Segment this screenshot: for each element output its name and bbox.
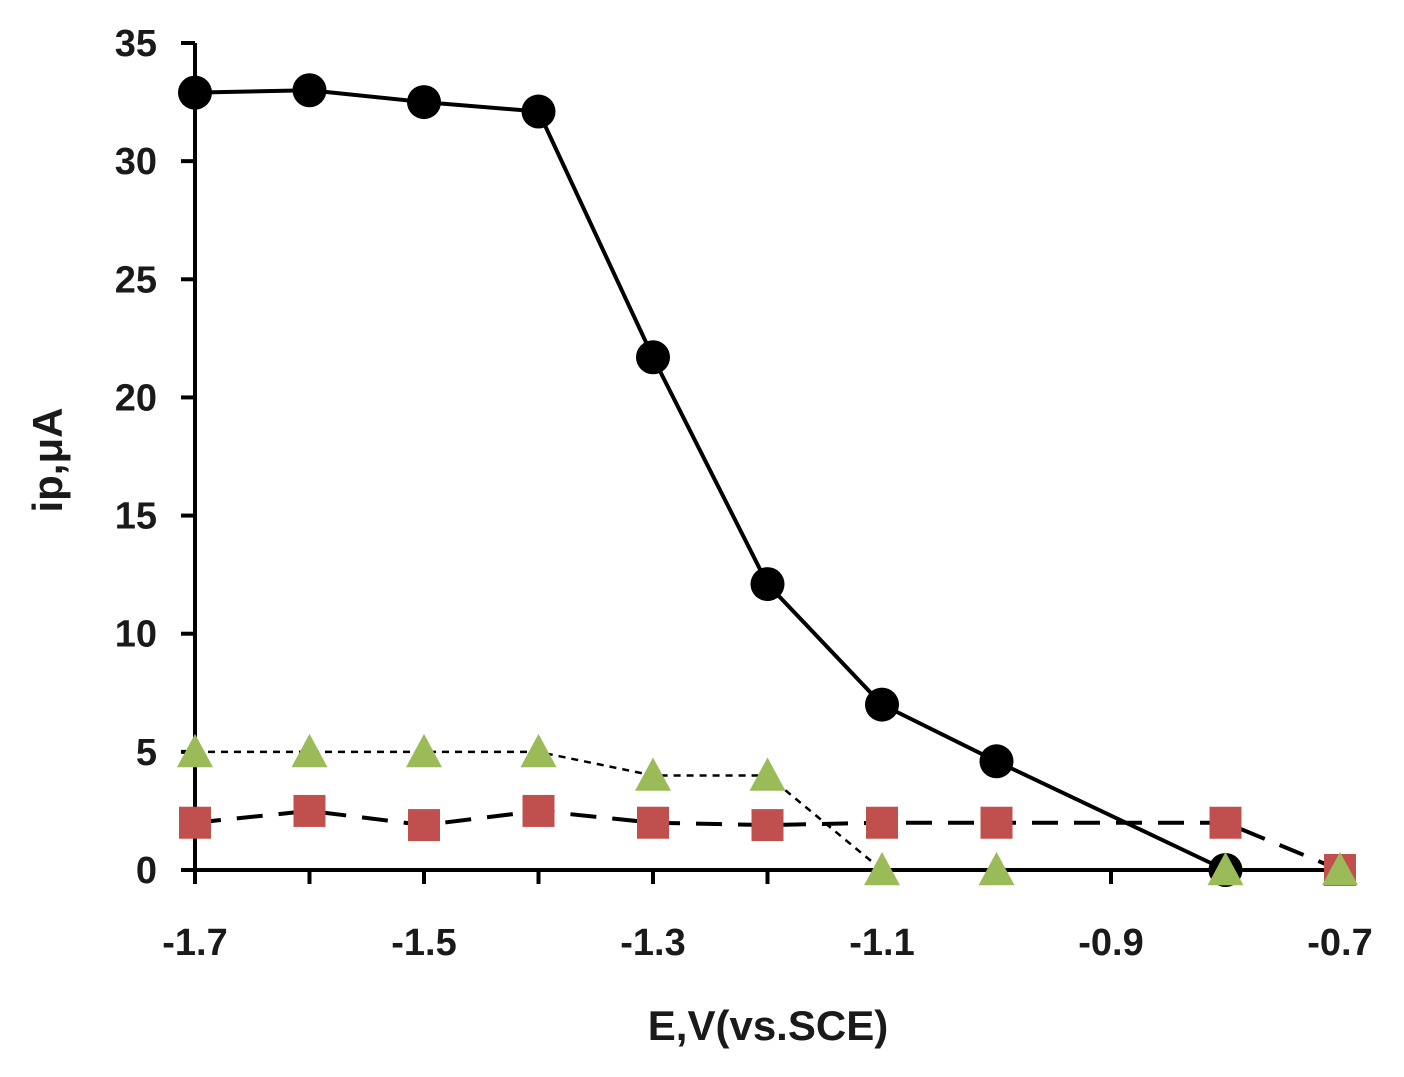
data-point-square [866, 806, 898, 839]
data-point-square [1209, 806, 1242, 839]
x-tick-label: -1.7 [162, 922, 227, 964]
series-line-circle [194, 88, 1227, 872]
axes-layer [181, 41, 1344, 884]
data-point-circle [178, 75, 212, 110]
y-tick-label: 35 [115, 23, 157, 65]
data-point-circle [865, 687, 899, 722]
x-tick-label: -1.1 [849, 922, 914, 964]
data-point-triangle [635, 757, 671, 791]
y-tick-label: 10 [115, 614, 157, 656]
x-tick-label: -1.3 [620, 922, 685, 964]
data-point-triangle [864, 852, 900, 886]
data-point-circle [407, 85, 441, 120]
data-point-triangle [406, 733, 442, 768]
y-axis-title: ip,μA [24, 407, 71, 512]
x-axis-title: E,V(vs.SCE) [648, 1002, 888, 1049]
data-point-triangle [978, 852, 1015, 886]
data-point-square [637, 806, 669, 839]
y-tick-label: 5 [136, 732, 157, 774]
data-point-circle [750, 567, 785, 602]
data-point-circle [292, 73, 327, 108]
data-point-circle [979, 744, 1014, 779]
labels-layer: E,V(vs.SCE) ip,μA 0 5 10 15 20 25 30 35 -1.7 -1.5… [24, 23, 1373, 1049]
data-point-triangle [177, 733, 213, 768]
y-tick-label: 0 [136, 850, 157, 892]
y-tick-label: 30 [115, 141, 157, 183]
x-tick-label: -1.5 [391, 922, 456, 964]
series-lines-layer [194, 88, 1341, 872]
data-point-square [408, 809, 440, 842]
data-point-square [293, 794, 326, 827]
y-tick-label: 25 [115, 259, 157, 301]
data-point-triangle [1207, 852, 1244, 886]
data-point-square [179, 806, 211, 839]
data-point-triangle [1322, 852, 1358, 886]
x-tick-label: -0.7 [1307, 922, 1372, 964]
data-point-circle [521, 94, 556, 129]
series-line-triangle [195, 750, 1340, 872]
series-line-square [194, 808, 1341, 872]
data-point-triangle [291, 733, 328, 768]
y-tick-label: 15 [115, 496, 157, 538]
data-point-square [522, 794, 555, 827]
data-point-triangle [749, 757, 786, 791]
y-tick-label: 20 [115, 377, 157, 419]
series-markers-layer [177, 73, 1358, 887]
data-point-square [751, 809, 784, 842]
data-point-square [980, 806, 1013, 839]
data-point-triangle [520, 733, 557, 768]
x-tick-label: -0.9 [1078, 922, 1143, 964]
data-point-circle [636, 340, 670, 375]
